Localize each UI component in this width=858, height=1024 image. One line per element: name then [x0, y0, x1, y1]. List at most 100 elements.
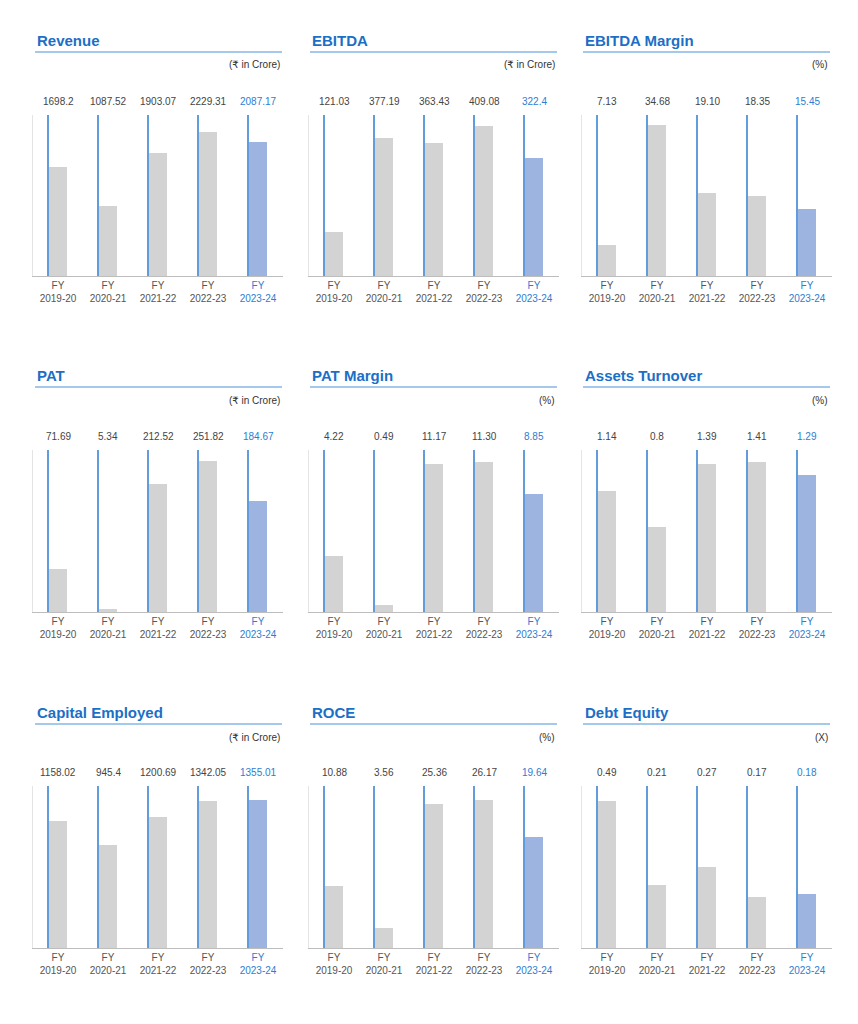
svg-text:FY2019-20: FY2019-20 [589, 280, 626, 304]
svg-text:Assets Turnover: Assets Turnover [585, 367, 702, 384]
svg-text:FY2020-21: FY2020-21 [366, 952, 403, 976]
svg-text:FY2022-23: FY2022-23 [466, 616, 503, 640]
svg-text:251.82: 251.82 [193, 431, 224, 442]
svg-text:FY2021-22: FY2021-22 [416, 616, 453, 640]
svg-text:11.17: 11.17 [422, 431, 447, 442]
svg-text:FY2021-22: FY2021-22 [689, 952, 726, 976]
svg-text:2229.31: 2229.31 [190, 96, 227, 107]
svg-text:11.30: 11.30 [472, 431, 497, 442]
svg-text:(%): (%) [539, 395, 555, 406]
svg-text:FY2019-20: FY2019-20 [316, 616, 353, 640]
svg-text:0.49: 0.49 [597, 767, 617, 778]
svg-text:Debt Equity: Debt Equity [585, 704, 669, 721]
svg-text:25.36: 25.36 [422, 767, 447, 778]
svg-text:322.4: 322.4 [522, 96, 547, 107]
svg-text:FY2021-22: FY2021-22 [140, 280, 177, 304]
svg-text:1355.01: 1355.01 [240, 767, 277, 778]
svg-text:1.39: 1.39 [697, 431, 717, 442]
svg-text:26.17: 26.17 [472, 767, 497, 778]
svg-text:FY2023-24: FY2023-24 [789, 952, 826, 976]
svg-text:FY2022-23: FY2022-23 [466, 952, 503, 976]
svg-text:FY2023-24: FY2023-24 [240, 952, 277, 976]
svg-text:FY2023-24: FY2023-24 [789, 616, 826, 640]
svg-text:(₹ in Crore): (₹ in Crore) [229, 395, 280, 406]
svg-text:1158.02: 1158.02 [40, 767, 76, 778]
svg-text:FY2019-20: FY2019-20 [40, 280, 77, 304]
svg-text:FY2020-21: FY2020-21 [639, 952, 676, 976]
svg-text:EBITDA Margin: EBITDA Margin [585, 32, 694, 49]
svg-text:FY2023-24: FY2023-24 [240, 616, 277, 640]
svg-text:FY2023-24: FY2023-24 [516, 616, 553, 640]
svg-text:15.45: 15.45 [795, 96, 820, 107]
svg-text:0.8: 0.8 [650, 431, 664, 442]
svg-text:10.88: 10.88 [322, 767, 347, 778]
svg-text:FY2023-24: FY2023-24 [516, 280, 553, 304]
svg-text:1.29: 1.29 [797, 431, 817, 442]
svg-text:FY2022-23: FY2022-23 [739, 616, 776, 640]
svg-text:FY2023-24: FY2023-24 [789, 280, 826, 304]
svg-text:4.22: 4.22 [324, 431, 344, 442]
svg-text:0.21: 0.21 [647, 767, 667, 778]
svg-text:FY2022-23: FY2022-23 [190, 616, 227, 640]
svg-text:0.49: 0.49 [374, 431, 394, 442]
svg-text:212.52: 212.52 [143, 431, 174, 442]
svg-text:(%): (%) [539, 732, 555, 743]
svg-text:1.41: 1.41 [747, 431, 767, 442]
svg-text:0.27: 0.27 [697, 767, 717, 778]
svg-text:FY2022-23: FY2022-23 [190, 280, 227, 304]
svg-text:7.13: 7.13 [597, 96, 617, 107]
svg-text:Capital Employed: Capital Employed [37, 704, 163, 721]
svg-text:ROCE: ROCE [312, 704, 355, 721]
svg-text:121.03: 121.03 [319, 96, 350, 107]
svg-text:8.85: 8.85 [524, 431, 544, 442]
svg-text:FY2019-20: FY2019-20 [316, 952, 353, 976]
svg-text:Revenue: Revenue [37, 32, 100, 49]
svg-text:(₹ in Crore): (₹ in Crore) [229, 732, 280, 743]
svg-text:184.67: 184.67 [243, 431, 274, 442]
svg-text:3.56: 3.56 [374, 767, 394, 778]
svg-text:FY2020-21: FY2020-21 [639, 616, 676, 640]
svg-text:18.35: 18.35 [745, 96, 770, 107]
svg-text:FY2019-20: FY2019-20 [589, 952, 626, 976]
svg-text:(%): (%) [812, 59, 828, 70]
svg-text:FY2022-23: FY2022-23 [739, 280, 776, 304]
svg-text:FY2020-21: FY2020-21 [90, 952, 127, 976]
svg-text:0.18: 0.18 [797, 767, 817, 778]
svg-text:FY2022-23: FY2022-23 [190, 952, 227, 976]
svg-text:FY2022-23: FY2022-23 [739, 952, 776, 976]
svg-text:363.43: 363.43 [419, 96, 450, 107]
svg-text:FY2020-21: FY2020-21 [639, 280, 676, 304]
svg-text:1342.05: 1342.05 [190, 767, 227, 778]
svg-text:FY2021-22: FY2021-22 [689, 616, 726, 640]
svg-text:PAT: PAT [37, 367, 65, 384]
svg-text:1698.2: 1698.2 [43, 96, 74, 107]
svg-text:377.19: 377.19 [369, 96, 400, 107]
svg-text:FY2020-21: FY2020-21 [366, 280, 403, 304]
svg-text:FY2019-20: FY2019-20 [40, 952, 77, 976]
svg-text:(₹ in Crore): (₹ in Crore) [229, 59, 280, 70]
svg-text:FY2019-20: FY2019-20 [589, 616, 626, 640]
svg-text:2087.17: 2087.17 [240, 96, 277, 107]
svg-text:34.68: 34.68 [645, 96, 670, 107]
svg-text:71.69: 71.69 [46, 431, 71, 442]
svg-text:PAT Margin: PAT Margin [312, 367, 393, 384]
svg-text:FY2020-21: FY2020-21 [366, 616, 403, 640]
svg-text:1.14: 1.14 [597, 431, 617, 442]
svg-text:FY2020-21: FY2020-21 [90, 280, 127, 304]
svg-text:FY2021-22: FY2021-22 [140, 952, 177, 976]
svg-text:945.4: 945.4 [96, 767, 121, 778]
svg-text:FY2021-22: FY2021-22 [416, 952, 453, 976]
svg-text:FY2021-22: FY2021-22 [140, 616, 177, 640]
svg-text:FY2023-24: FY2023-24 [516, 952, 553, 976]
svg-text:EBITDA: EBITDA [312, 32, 368, 49]
svg-text:(%): (%) [812, 395, 828, 406]
svg-text:19.64: 19.64 [522, 767, 547, 778]
svg-text:(X): (X) [815, 732, 828, 743]
svg-text:FY2022-23: FY2022-23 [466, 280, 503, 304]
svg-text:FY2019-20: FY2019-20 [316, 280, 353, 304]
svg-text:(₹ in Crore): (₹ in Crore) [504, 59, 555, 70]
svg-text:1087.52: 1087.52 [90, 96, 127, 107]
svg-text:409.08: 409.08 [469, 96, 500, 107]
svg-text:FY2019-20: FY2019-20 [40, 616, 77, 640]
svg-text:FY2020-21: FY2020-21 [90, 616, 127, 640]
